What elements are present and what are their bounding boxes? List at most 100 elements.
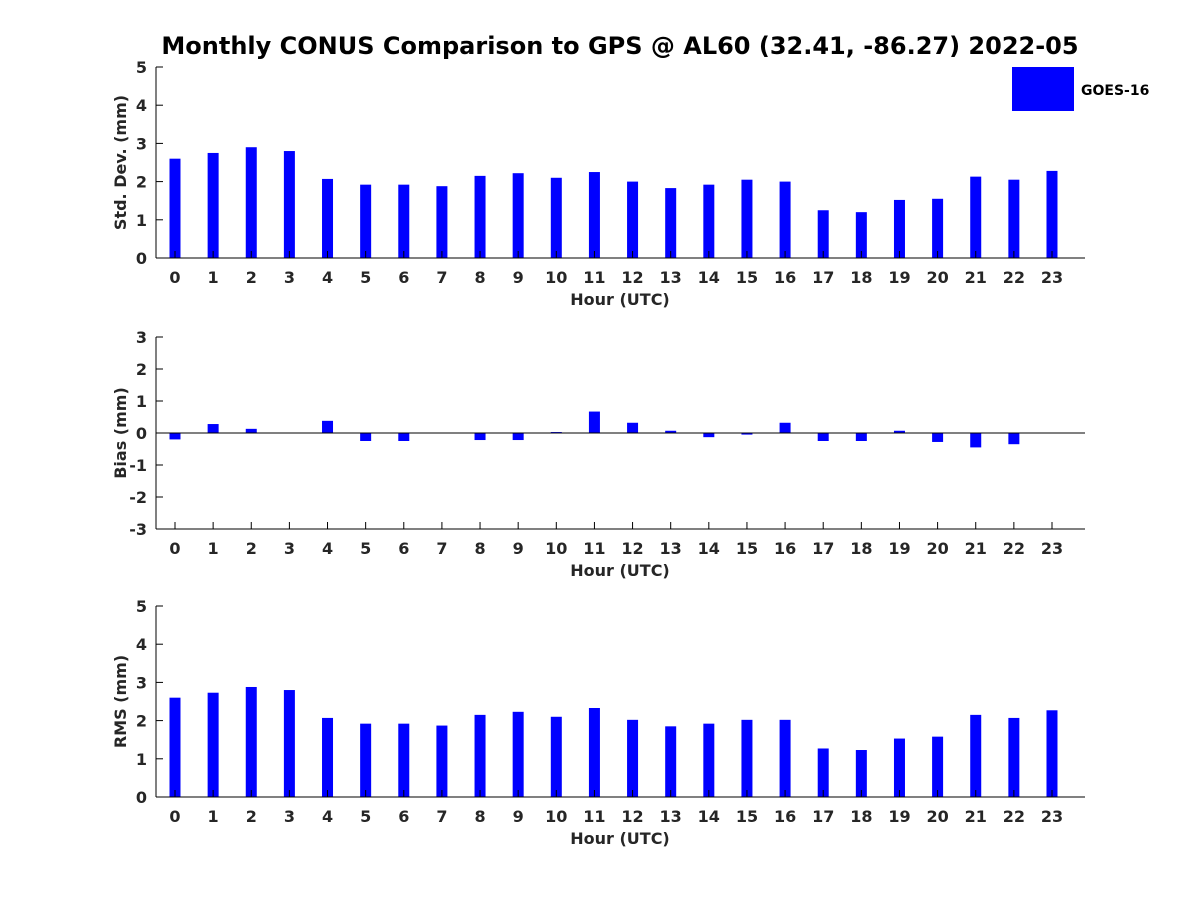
x-tick-label: 8: [474, 807, 485, 826]
bar-hour-6: [398, 723, 410, 797]
bar-hour-19: [893, 199, 905, 258]
bar-hour-21: [970, 176, 982, 258]
x-tick-label: 15: [736, 807, 758, 826]
bar-hour-18: [855, 212, 867, 258]
x-tick-label: 17: [812, 268, 834, 287]
chart-title: Monthly CONUS Comparison to GPS @ AL60 (…: [161, 32, 1078, 60]
bar-hour-17: [817, 748, 829, 797]
bar-hour-10: [550, 716, 562, 797]
bar-hour-12: [627, 422, 639, 433]
y-tick-label: -2: [129, 488, 147, 507]
x-tick-label: 8: [474, 268, 485, 287]
x-tick-label: 13: [660, 807, 682, 826]
x-tick-label: 2: [246, 539, 257, 558]
x-tick-label: 7: [436, 807, 447, 826]
y-tick-label: 5: [136, 58, 147, 77]
bar-hour-16: [779, 422, 791, 433]
x-tick-label: 4: [322, 268, 333, 287]
bar-hour-1: [207, 692, 219, 797]
x-tick-label: 20: [926, 268, 948, 287]
x-tick-label: 10: [545, 539, 567, 558]
x-tick-label: 23: [1041, 539, 1063, 558]
bar-hour-21: [970, 433, 982, 448]
x-tick-label: 8: [474, 539, 485, 558]
x-tick-label: 15: [736, 268, 758, 287]
x-tick-label: 13: [660, 539, 682, 558]
bar-hour-20: [932, 198, 944, 258]
x-tick-label: 3: [284, 539, 295, 558]
y-tick-label: -1: [129, 456, 147, 475]
legend-swatch-goes-16: [1012, 67, 1074, 111]
bar-hour-20: [932, 433, 944, 442]
bar-hour-10: [550, 177, 562, 258]
bar-hour-6: [398, 433, 410, 441]
x-tick-label: 21: [965, 807, 987, 826]
bar-hour-20: [932, 736, 944, 797]
bar-hour-17: [817, 433, 829, 441]
bar-hour-12: [627, 181, 639, 258]
bar-hour-11: [588, 411, 600, 433]
x-tick-label: 3: [284, 807, 295, 826]
bar-hour-9: [512, 711, 524, 797]
bar-hour-2: [245, 147, 257, 258]
x-tick-label: 4: [322, 807, 333, 826]
bar-hour-7: [436, 186, 448, 258]
x-tick-label: 12: [621, 807, 643, 826]
bar-hour-19: [893, 430, 905, 433]
x-tick-label: 11: [583, 539, 605, 558]
x-tick-label: 14: [698, 268, 720, 287]
x-tick-label: 9: [513, 539, 524, 558]
bar-hour-9: [512, 173, 524, 258]
bar-hour-23: [1046, 170, 1058, 258]
y-tick-label: 1: [136, 750, 147, 769]
bar-hour-0: [169, 697, 181, 797]
x-tick-label: 4: [322, 539, 333, 558]
x-tick-label: 22: [1003, 268, 1025, 287]
x-tick-label: 17: [812, 539, 834, 558]
y-tick-label: 0: [136, 249, 147, 268]
x-tick-label: 7: [436, 539, 447, 558]
bar-hour-3: [283, 151, 295, 258]
bar-hour-18: [855, 750, 867, 797]
bar-hour-1: [207, 152, 219, 258]
x-tick-label: 20: [926, 539, 948, 558]
bar-hour-2: [245, 428, 257, 433]
x-axis-label: Hour (UTC): [570, 829, 670, 848]
y-tick-label: 1: [136, 392, 147, 411]
x-tick-label: 14: [698, 807, 720, 826]
y-tick-label: 5: [136, 597, 147, 616]
bar-hour-23: [1046, 710, 1058, 797]
x-tick-label: 16: [774, 807, 796, 826]
bar-hour-22: [1008, 179, 1020, 258]
x-tick-label: 22: [1003, 807, 1025, 826]
x-tick-label: 16: [774, 539, 796, 558]
bar-hour-15: [741, 179, 753, 258]
legend-label-goes-16: GOES-16: [1081, 83, 1149, 99]
legend: GOES-16: [1012, 67, 1149, 111]
bar-hour-12: [627, 719, 639, 797]
x-tick-label: 19: [888, 268, 910, 287]
bar-hour-19: [893, 738, 905, 797]
x-tick-label: 5: [360, 268, 371, 287]
bar-hour-7: [436, 725, 448, 797]
y-tick-label: 2: [136, 173, 147, 192]
bar-hour-5: [360, 433, 372, 441]
y-tick-label: 0: [136, 788, 147, 807]
x-tick-label: 22: [1003, 539, 1025, 558]
x-tick-label: 0: [169, 539, 180, 558]
y-tick-label: 3: [136, 673, 147, 692]
x-tick-label: 6: [398, 539, 409, 558]
bar-hour-1: [207, 424, 219, 433]
bar-hour-2: [245, 686, 257, 797]
bar-hour-13: [665, 726, 677, 797]
x-tick-label: 14: [698, 539, 720, 558]
bar-hour-0: [169, 158, 181, 258]
bar-hour-11: [588, 172, 600, 258]
x-tick-label: 6: [398, 807, 409, 826]
bar-hour-16: [779, 181, 791, 258]
bar-hour-5: [360, 723, 372, 797]
